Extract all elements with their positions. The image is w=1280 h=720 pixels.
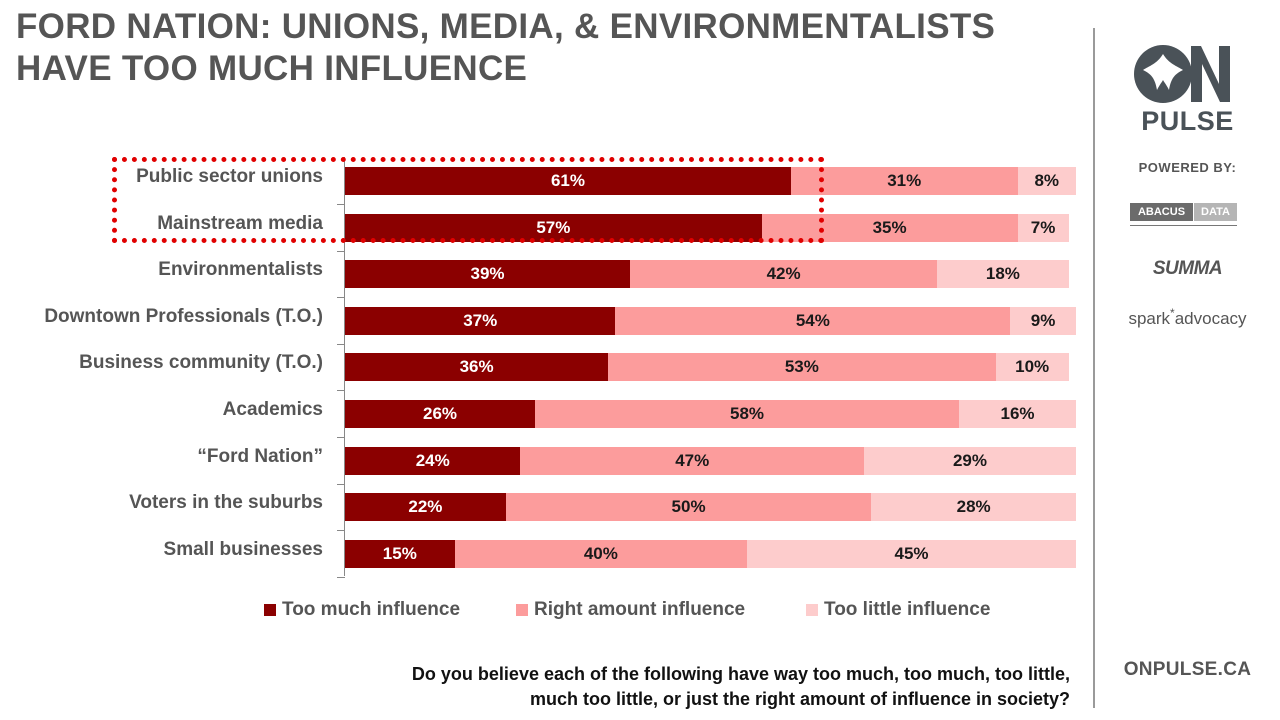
abacus-data-logo: ABACUS DATA <box>1130 203 1237 229</box>
abacus-logo-left: ABACUS <box>1130 203 1193 221</box>
bar-segment: 35% <box>761 213 1018 242</box>
category-label: Small businesses <box>163 538 323 560</box>
bar-segment: 15% <box>345 539 455 568</box>
legend-swatch <box>806 604 818 616</box>
axis-tick <box>337 250 345 252</box>
legend-swatch <box>516 604 528 616</box>
category-label: Public sector unions <box>136 166 323 187</box>
summa-logo: SUMMA <box>1152 258 1223 279</box>
legend-label: Too much influence <box>282 599 461 620</box>
legend-label: Right amount influence <box>534 599 746 620</box>
bar-segment: 50% <box>505 493 872 522</box>
bar-segment: 24% <box>345 446 521 475</box>
chart-legend: Too much influence Right amount influence… <box>0 598 1090 622</box>
title-line-2: HAVE TOO MUCH INFLUENCE <box>16 49 528 88</box>
bar-segment: 57% <box>345 213 762 242</box>
advocacy-text: advocacy <box>1174 309 1247 328</box>
bar-segment: 8% <box>1017 167 1076 195</box>
bar-segment: 10% <box>995 353 1069 382</box>
highlight-box <box>112 157 824 243</box>
axis-tick <box>337 483 345 485</box>
category-label: Voters in the suburbs <box>129 492 323 514</box>
bar-segment: 18% <box>937 260 1069 289</box>
category-label: Environmentalists <box>158 259 323 281</box>
axis-tick <box>337 576 345 578</box>
legend-swatch <box>264 604 276 616</box>
category-axis <box>344 157 345 576</box>
bar-segment: 53% <box>608 353 996 382</box>
bar-segment: 61% <box>345 167 791 195</box>
axis-tick <box>337 530 345 532</box>
spark-star: * <box>1170 306 1175 320</box>
bar-segment: 54% <box>615 306 1011 335</box>
bar-segment: 58% <box>535 400 960 428</box>
question-line-1: Do you believe each of the following hav… <box>411 664 1070 684</box>
brand-panel: PULSE POWERED BY: ABACUS DATA SUMMA spar… <box>1095 0 1280 720</box>
bar-segment: 40% <box>454 539 748 568</box>
abacus-logo-rule <box>1130 225 1237 226</box>
powered-by-label: POWERED BY: <box>1138 160 1237 175</box>
onpulse-url: ONPULSE.CA <box>1123 659 1252 680</box>
vertical-divider <box>1093 28 1095 708</box>
category-label: Academics <box>222 399 323 420</box>
category-label: Downtown Professionals (T.O.) <box>44 305 323 327</box>
spark-text: spark <box>1128 309 1171 328</box>
bar-segment: 7% <box>1017 213 1069 242</box>
bar-segment: 22% <box>345 493 506 522</box>
title-line-1: FORD NATION: UNIONS, MEDIA, & ENVIRONMEN… <box>16 7 996 46</box>
survey-question: Do you believe each of the following hav… <box>210 662 1070 712</box>
bar-segment: 37% <box>345 306 616 335</box>
bar-segment: 26% <box>345 400 536 428</box>
legend-label: Too little influence <box>824 599 991 620</box>
bar-segment: 45% <box>747 539 1076 568</box>
axis-tick <box>337 297 345 299</box>
bar-segment: 29% <box>864 446 1076 475</box>
abacus-logo-right: DATA <box>1194 203 1237 221</box>
bar-segment: 36% <box>345 353 609 382</box>
bar-segment: 31% <box>790 167 1018 195</box>
ontario-trillium-icon <box>1134 45 1230 103</box>
chart-title: FORD NATION: UNIONS, MEDIA, & ENVIRONMEN… <box>16 6 1086 90</box>
spark-advocacy-logo: spark*advocacy <box>1095 306 1280 329</box>
bar-segment: 28% <box>871 493 1076 522</box>
question-line-2: much too little, or just the right amoun… <box>529 689 1070 709</box>
category-label: “Ford Nation” <box>197 445 323 467</box>
axis-tick <box>337 437 345 438</box>
axis-tick <box>337 390 345 392</box>
pulse-wordmark: PULSE <box>1141 106 1234 136</box>
bar-segment: 16% <box>959 400 1076 428</box>
axis-tick <box>337 343 345 345</box>
bar-segment: 47% <box>520 446 864 475</box>
on-pulse-logo <box>1133 44 1233 104</box>
bar-segment: 9% <box>1010 306 1076 335</box>
bar-segment: 39% <box>345 260 631 289</box>
category-label: Business community (T.O.) <box>79 352 323 374</box>
axis-tick <box>337 204 345 205</box>
bar-segment: 42% <box>630 260 938 289</box>
category-label: Mainstream media <box>157 212 323 234</box>
stacked-bar-chart: Public sector unions 61% 31% 8% Mainstream m… <box>44 157 1076 578</box>
